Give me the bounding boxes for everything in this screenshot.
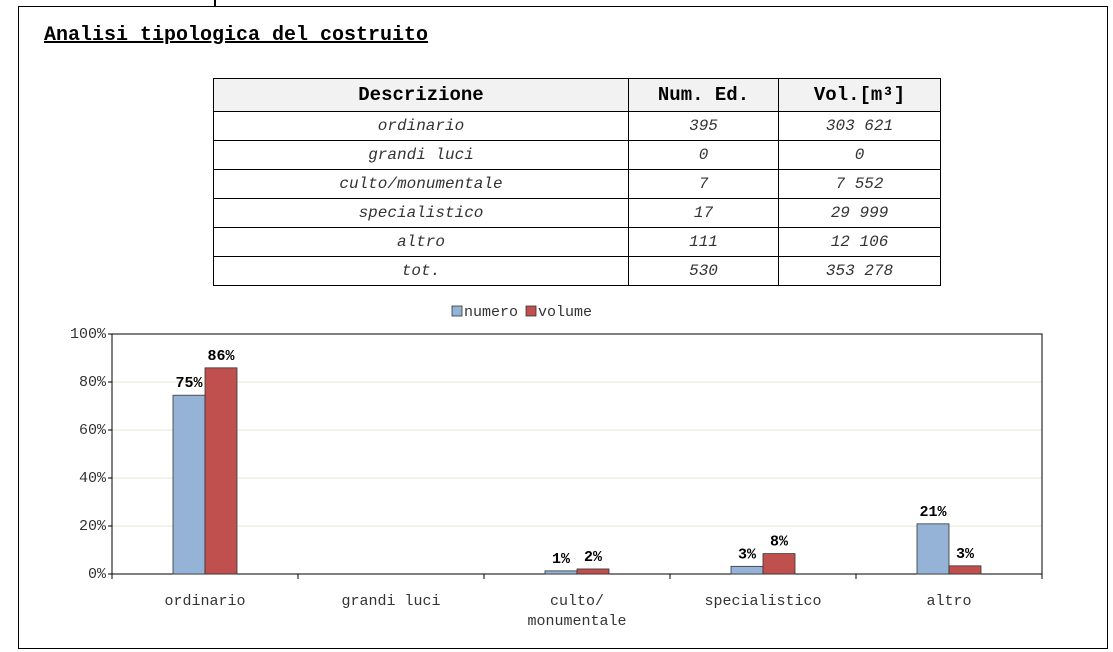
bar: [762, 553, 796, 575]
bar: [544, 570, 578, 575]
x-tick-label: altro: [926, 593, 971, 610]
table-cell: 111: [628, 227, 779, 257]
table-cell: 12 106: [778, 227, 941, 257]
bar: [730, 565, 764, 575]
y-tick-label: 20%: [79, 518, 107, 535]
table-cell: 395: [628, 111, 779, 141]
legend-label: volume: [538, 304, 592, 321]
table-cell: tot.: [213, 256, 629, 286]
table-cell: 7 552: [778, 169, 941, 199]
legend-label: numero: [464, 304, 518, 321]
table-cell: grandi luci: [213, 140, 629, 170]
bar: [172, 394, 206, 575]
plot-frame: [111, 333, 1043, 575]
summary-table: Descrizione Num. Ed. Vol.[m³] ordinario 395…: [213, 78, 941, 286]
x-tick-label: grandi luci: [341, 593, 440, 610]
data-label: 1%: [552, 551, 571, 568]
table-cell: ordinario: [213, 111, 629, 141]
legend-swatch: [525, 305, 537, 317]
data-label: 86%: [207, 348, 235, 365]
header-cell: Vol.[m³]: [778, 78, 941, 112]
header-cell: Descrizione: [213, 78, 629, 112]
table-row: tot. 530 353 278: [213, 256, 941, 286]
y-tick-label: 0%: [88, 566, 107, 583]
y-tick-label: 40%: [79, 470, 107, 487]
y-tick-label: 60%: [79, 422, 107, 439]
x-tick-label: specialistico: [704, 593, 821, 610]
heading: Analisi tipologica del costruito: [44, 24, 429, 47]
header-row: Descrizione Num. Ed. Vol.[m³]: [213, 78, 941, 112]
data-label: 3%: [738, 546, 757, 563]
table-cell: 29 999: [778, 198, 941, 228]
legend-swatch: [451, 305, 463, 317]
table-body: ordinario 395 303 621 grandi luci 0 0 culto/mo…: [213, 111, 941, 286]
table-row: grandi luci 0 0: [213, 140, 941, 170]
data-label: 3%: [956, 546, 975, 563]
table-cell: specialistico: [213, 198, 629, 228]
x-tick-label: ordinario: [164, 593, 245, 610]
data-label: 21%: [919, 504, 947, 521]
bar: [204, 367, 238, 575]
frame-tick: [214, 0, 216, 7]
frame: [18, 6, 1108, 649]
header-cell: Num. Ed.: [628, 78, 779, 112]
bar: [916, 523, 950, 575]
x-tick-label: culto/monumentale: [527, 593, 626, 630]
y-tick-label: 100%: [70, 326, 107, 343]
bar: [576, 568, 610, 575]
table-cell: 530: [628, 256, 779, 286]
table-cell: 0: [628, 140, 779, 170]
table-cell: culto/monumentale: [213, 169, 629, 199]
table-row: culto/monumentale 7 7 552: [213, 169, 941, 199]
y-tick-label: 80%: [79, 374, 107, 391]
table-row: altro 111 12 106: [213, 227, 941, 257]
table-row: specialistico 17 29 999: [213, 198, 941, 228]
table-row: ordinario 395 303 621: [213, 111, 941, 141]
bar: [948, 565, 982, 575]
table-cell: 303 621: [778, 111, 941, 141]
table-cell: 353 278: [778, 256, 941, 286]
data-label: 8%: [770, 534, 789, 551]
data-label: 75%: [175, 375, 203, 392]
table-cell: 17: [628, 198, 779, 228]
data-label: 2%: [584, 549, 603, 566]
